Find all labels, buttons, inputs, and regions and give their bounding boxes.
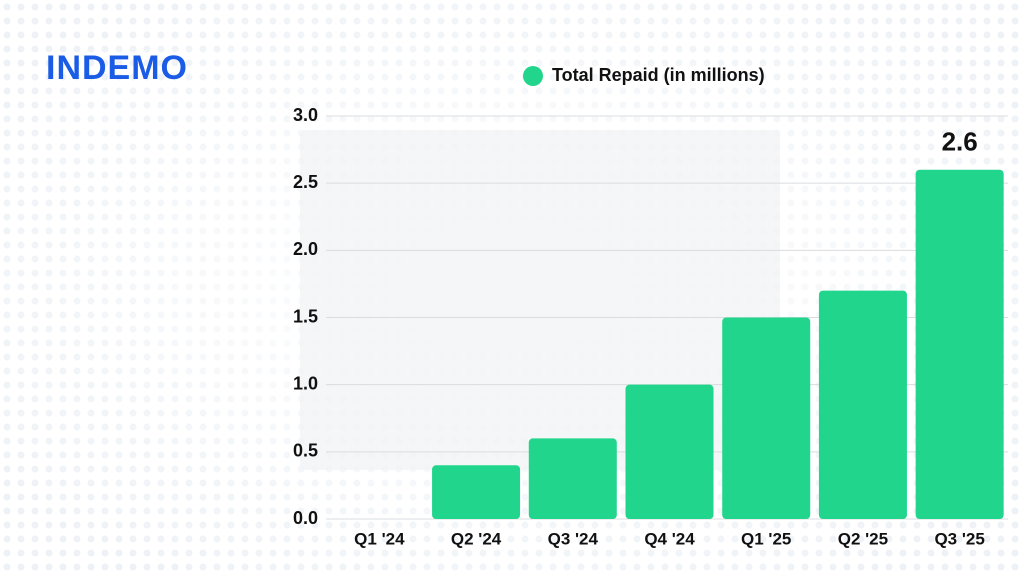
legend-swatch xyxy=(523,66,543,86)
x-tick-label: Q2 '24 xyxy=(451,529,502,548)
bar xyxy=(625,384,714,519)
bar xyxy=(528,438,617,519)
bar xyxy=(722,317,811,519)
bar xyxy=(915,169,1004,519)
y-tick-label: 0.0 xyxy=(293,508,318,528)
x-tick-label: Q1 '25 xyxy=(741,529,791,548)
x-tick-label: Q3 '25 xyxy=(934,529,984,548)
bar xyxy=(432,465,521,519)
plot: 0.0 0.5 1.0 1.5 2.0 2.5 3.0 Total Repaid (in mi… xyxy=(293,65,1008,548)
y-tick-label: 2.0 xyxy=(293,239,318,259)
y-tick-label: 1.5 xyxy=(293,306,318,326)
y-tick-label: 3.0 xyxy=(293,105,318,125)
bar xyxy=(818,290,907,519)
x-tick-label: Q2 '25 xyxy=(838,529,888,548)
brand-logo: INDEMO xyxy=(46,49,188,87)
x-tick-label: Q4 '24 xyxy=(644,529,695,548)
x-tick-label: Q1 '24 xyxy=(354,529,405,548)
x-tick-label: Q3 '24 xyxy=(548,529,599,548)
y-tick-label: 2.5 xyxy=(293,172,318,192)
legend-label: Total Repaid (in millions) xyxy=(552,65,765,85)
y-tick-label: 1.0 xyxy=(293,373,318,393)
data-label: 2.6 xyxy=(942,127,978,157)
y-tick-label: 0.5 xyxy=(293,441,318,461)
